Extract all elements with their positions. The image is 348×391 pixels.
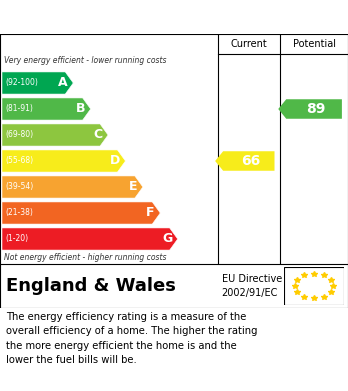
Text: E: E xyxy=(129,181,137,194)
Text: Not energy efficient - higher running costs: Not energy efficient - higher running co… xyxy=(4,253,166,262)
Text: A: A xyxy=(58,77,68,90)
Text: Very energy efficient - lower running costs: Very energy efficient - lower running co… xyxy=(4,56,166,65)
Text: (1-20): (1-20) xyxy=(5,235,28,244)
Text: (69-80): (69-80) xyxy=(5,131,33,140)
Text: Current: Current xyxy=(230,39,267,49)
Text: F: F xyxy=(146,206,155,219)
Polygon shape xyxy=(2,202,160,224)
Text: (39-54): (39-54) xyxy=(5,183,33,192)
Polygon shape xyxy=(2,150,125,172)
Polygon shape xyxy=(2,176,143,198)
Text: EU Directive
2002/91/EC: EU Directive 2002/91/EC xyxy=(221,274,282,298)
Polygon shape xyxy=(215,151,275,171)
Polygon shape xyxy=(278,99,342,119)
Text: Potential: Potential xyxy=(293,39,335,49)
Text: Energy Efficiency Rating: Energy Efficiency Rating xyxy=(10,9,220,25)
Text: B: B xyxy=(76,102,85,115)
Text: 66: 66 xyxy=(241,154,260,168)
Text: (92-100): (92-100) xyxy=(5,79,38,88)
Text: D: D xyxy=(110,154,120,167)
Text: C: C xyxy=(94,129,103,142)
Polygon shape xyxy=(2,98,90,120)
Polygon shape xyxy=(2,124,108,146)
Polygon shape xyxy=(2,228,177,250)
Text: England & Wales: England & Wales xyxy=(6,277,176,295)
Text: The energy efficiency rating is a measure of the
overall efficiency of a home. T: The energy efficiency rating is a measur… xyxy=(6,312,258,365)
Text: (55-68): (55-68) xyxy=(5,156,33,165)
Text: (21-38): (21-38) xyxy=(5,208,33,217)
Text: 89: 89 xyxy=(306,102,325,116)
Text: (81-91): (81-91) xyxy=(5,104,33,113)
Text: G: G xyxy=(163,233,173,246)
Polygon shape xyxy=(2,72,73,94)
